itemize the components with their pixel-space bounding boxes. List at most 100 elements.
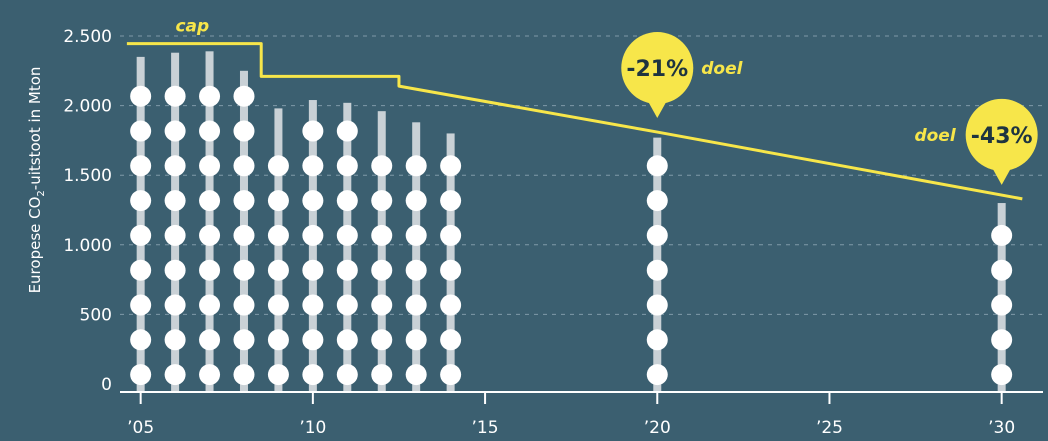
dot — [371, 224, 393, 246]
dot — [646, 294, 668, 316]
dot — [130, 120, 152, 142]
dot — [164, 329, 186, 351]
dot — [405, 329, 427, 351]
dot — [302, 224, 324, 246]
bar-2007 — [205, 51, 214, 392]
dot — [336, 259, 358, 281]
bar-2009 — [274, 108, 283, 392]
dot — [164, 364, 186, 386]
bar-2011 — [343, 102, 352, 392]
y-tick-label: 1.500 — [63, 166, 112, 186]
x-tick-label: ’25 — [816, 418, 843, 438]
bars-layer — [130, 51, 1013, 393]
axis-layer: 0 500 1.000 1.500 2.000 2.500 ’05 ’10 ’15 ’20 ’25 ’… — [63, 27, 1043, 438]
dot — [336, 364, 358, 386]
dot — [646, 259, 668, 281]
dot — [130, 364, 152, 386]
dot — [130, 190, 152, 212]
dot — [991, 294, 1013, 316]
x-tick-label: ’10 — [299, 418, 326, 438]
dot — [199, 364, 221, 386]
grid-layer — [120, 35, 1043, 315]
dot — [164, 259, 186, 281]
dot — [302, 120, 324, 142]
x-tick-label: ’15 — [472, 418, 499, 438]
dot — [164, 155, 186, 177]
dot — [233, 259, 255, 281]
dot — [440, 155, 462, 177]
x-tick-label: ’20 — [644, 418, 671, 438]
bar-2012 — [377, 111, 386, 392]
x-tick-label: ’30 — [988, 418, 1015, 438]
dot — [371, 329, 393, 351]
dot — [130, 85, 152, 107]
dot — [199, 259, 221, 281]
target-percent: -43% — [971, 124, 1033, 149]
dot — [233, 294, 255, 316]
dot — [991, 364, 1013, 386]
dot — [199, 190, 221, 212]
dot — [991, 259, 1013, 281]
x-tick-label: ’05 — [127, 418, 154, 438]
dot — [130, 294, 152, 316]
cap-layer: cap — [126, 17, 1023, 201]
y-tick-label: 500 — [80, 305, 112, 325]
bar-2006 — [171, 52, 180, 392]
dot — [646, 364, 668, 386]
dot — [267, 294, 289, 316]
dot — [164, 190, 186, 212]
dot — [164, 294, 186, 316]
dot — [267, 364, 289, 386]
dot — [302, 329, 324, 351]
dot — [405, 190, 427, 212]
dot — [371, 190, 393, 212]
dot — [302, 294, 324, 316]
dot — [302, 155, 324, 177]
dot — [371, 364, 393, 386]
dot — [233, 155, 255, 177]
dot — [267, 259, 289, 281]
dot — [405, 364, 427, 386]
dot — [199, 294, 221, 316]
y-tick-label: 1.000 — [63, 236, 112, 256]
dot — [302, 190, 324, 212]
dot — [646, 329, 668, 351]
dot — [336, 294, 358, 316]
target-bubble-pointer — [647, 100, 668, 119]
dot — [440, 224, 462, 246]
dot — [405, 224, 427, 246]
dot — [233, 190, 255, 212]
dot — [233, 329, 255, 351]
dot — [371, 259, 393, 281]
y-tick-label: 2.000 — [63, 97, 112, 117]
dot — [440, 364, 462, 386]
dot — [336, 120, 358, 142]
target-bubble — [621, 32, 694, 105]
dot — [646, 190, 668, 212]
dot — [199, 155, 221, 177]
dot — [267, 224, 289, 246]
dot — [336, 329, 358, 351]
dot — [302, 259, 324, 281]
y-tick-label: 2.500 — [63, 27, 112, 47]
target-label: doel — [701, 59, 743, 79]
dot — [302, 364, 324, 386]
dot — [164, 120, 186, 142]
dot — [130, 224, 152, 246]
dot — [371, 294, 393, 316]
dot — [233, 120, 255, 142]
dot — [440, 190, 462, 212]
bar-2010 — [308, 100, 317, 393]
target-percent: -21% — [626, 57, 688, 82]
target-bubble-pointer — [991, 166, 1012, 185]
dot — [199, 120, 221, 142]
dot — [371, 155, 393, 177]
dot — [164, 85, 186, 107]
annotations-layer: -21% doel -43% doel — [621, 32, 1038, 185]
bar-2013 — [412, 122, 421, 392]
dot — [440, 259, 462, 281]
dot — [233, 85, 255, 107]
dot — [440, 294, 462, 316]
dot — [405, 259, 427, 281]
